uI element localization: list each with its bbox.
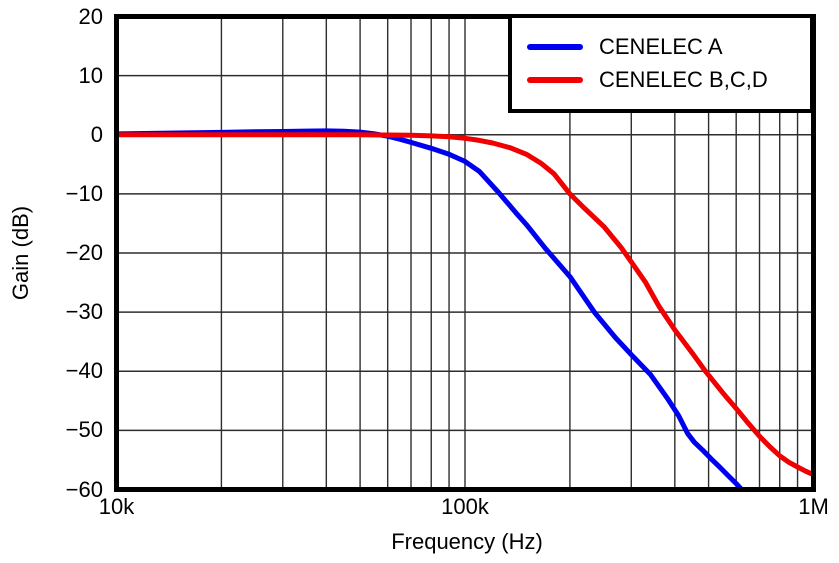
- series-line-cenelec-a: [116, 128, 744, 490]
- y-tick-label: 20: [78, 3, 103, 29]
- y-tick-label: −60: [65, 476, 103, 502]
- legend-item-cenelec-a: CENELEC A: [527, 34, 810, 61]
- y-tick-label: −50: [65, 417, 103, 443]
- y-tick-label: −30: [65, 299, 103, 325]
- y-tick-label: −10: [65, 180, 103, 206]
- x-axis-title: Frequency (Hz): [391, 529, 543, 554]
- series-line-cenelec-bcd: [116, 132, 814, 477]
- y-tick-label: −40: [65, 358, 103, 384]
- y-tick-label: −20: [65, 240, 103, 265]
- y-tick-label: 10: [78, 62, 103, 88]
- x-tick-label: 100k: [441, 494, 489, 519]
- x-tick-label: 10k: [98, 494, 135, 519]
- legend-label-cenelec-a: CENELEC A: [599, 34, 723, 59]
- legend-item-cenelec-bcd: CENELEC B,C,D: [527, 67, 810, 94]
- cenelec-bcd-line-swatch: [527, 77, 583, 83]
- legend-label-cenelec-bcd: CENELEC B,C,D: [599, 67, 768, 92]
- cenelec-a-line-swatch: [527, 44, 583, 50]
- y-tick-label: 0: [90, 121, 103, 147]
- legend: CENELEC A CENELEC B,C,D: [508, 14, 814, 113]
- x-tick-label: 1M: [798, 494, 829, 519]
- plot-frame: [114, 14, 816, 492]
